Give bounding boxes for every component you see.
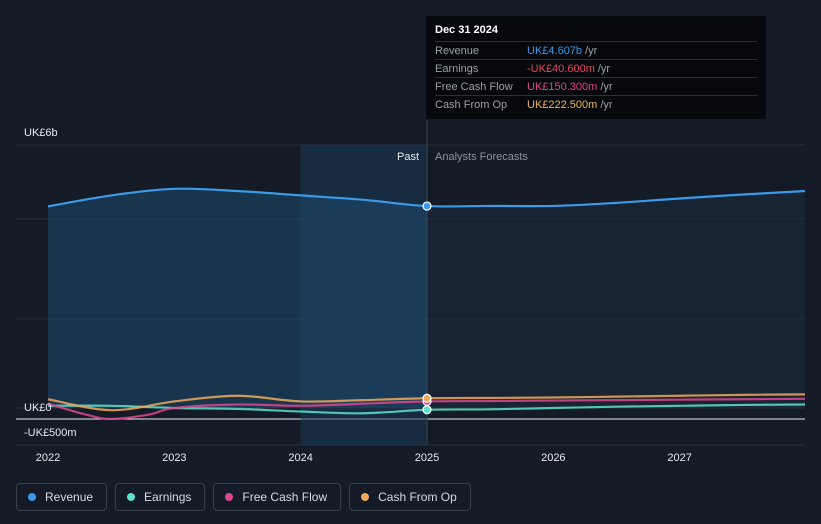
y-tick-label: -UK£500m: [24, 427, 77, 439]
revenue-area-fill: [48, 188, 427, 408]
tooltip-row-label: Earnings: [435, 62, 479, 75]
tooltip-row: Cash From Op UK£222.500m/yr: [435, 95, 757, 113]
legend-label: Free Cash Flow: [242, 490, 328, 504]
x-tick-label: 2027: [667, 452, 691, 464]
series-marker-earnings: [422, 405, 432, 415]
x-tick-label: 2022: [36, 452, 60, 464]
legend-item-cash-from-op[interactable]: Cash From Op: [349, 483, 471, 511]
tooltip-row-value: -UK£40.600m: [527, 62, 595, 75]
tooltip-date: Dec 31 2024: [435, 24, 498, 36]
legend-dot-icon: [225, 493, 234, 501]
tooltip-row-label: Free Cash Flow: [435, 80, 513, 93]
y-tick-label: UK£0: [24, 402, 52, 414]
series-marker-revenue: [422, 201, 432, 211]
tooltip-row-unit: /yr: [597, 62, 611, 75]
legend-dot-icon: [361, 493, 370, 501]
series-line-free-cash-flow: [47, 397, 806, 421]
tooltip-row-label: Revenue: [435, 44, 480, 57]
tooltip-row-unit: /yr: [600, 98, 613, 111]
tooltip-row-value: UK£4.607b: [527, 44, 583, 57]
revenue-area: [48, 188, 805, 408]
legend-label: Revenue: [45, 490, 94, 504]
legend-dot-icon: [28, 493, 36, 501]
legend: Revenue Earnings Free Cash Flow Cash From O…: [16, 483, 471, 511]
x-tick-label: 2024: [288, 452, 312, 464]
tooltip-row: Free Cash Flow UK£150.300m/yr: [435, 77, 757, 95]
tooltip-row-unit: /yr: [585, 44, 598, 57]
x-tick-label: 2023: [162, 452, 186, 464]
series-marker-cash-from-op: [422, 393, 432, 403]
tooltip-row: Revenue UK£4.607b/yr: [435, 41, 757, 59]
tooltip-row: Earnings -UK£40.600m/yr: [435, 59, 757, 77]
tooltip-row-label: Cash From Op: [435, 98, 508, 111]
x-tick-label: 2025: [415, 452, 439, 464]
series-markers: [422, 201, 432, 415]
tooltip-row-value: UK£222.500m: [527, 98, 598, 111]
legend-dot-icon: [127, 493, 136, 501]
revenue-forecast-area-fill: [427, 191, 805, 408]
legend-label: Earnings: [144, 490, 192, 504]
legend-item-free-cash-flow[interactable]: Free Cash Flow: [213, 483, 342, 511]
x-tick-label: 2026: [541, 452, 565, 464]
past-label: Past: [397, 151, 419, 163]
forecast-label: Analysts Forecasts: [435, 151, 528, 163]
tooltip: Dec 31 2024 Revenue UK£4.607b/yr Earnings -…: [426, 16, 766, 119]
legend-item-earnings[interactable]: Earnings: [115, 483, 206, 511]
legend-label: Cash From Op: [378, 490, 457, 504]
tooltip-row-unit: /yr: [600, 80, 613, 93]
x-axis-labels: 2022 2023 2024 2025 2026 2027: [36, 452, 692, 464]
legend-item-revenue[interactable]: Revenue: [16, 483, 108, 511]
y-axis-labels: UK£6b UK£0 -UK£500m: [24, 127, 77, 439]
tooltip-row-value: UK£150.300m: [527, 80, 598, 93]
y-tick-label: UK£6b: [24, 127, 58, 139]
